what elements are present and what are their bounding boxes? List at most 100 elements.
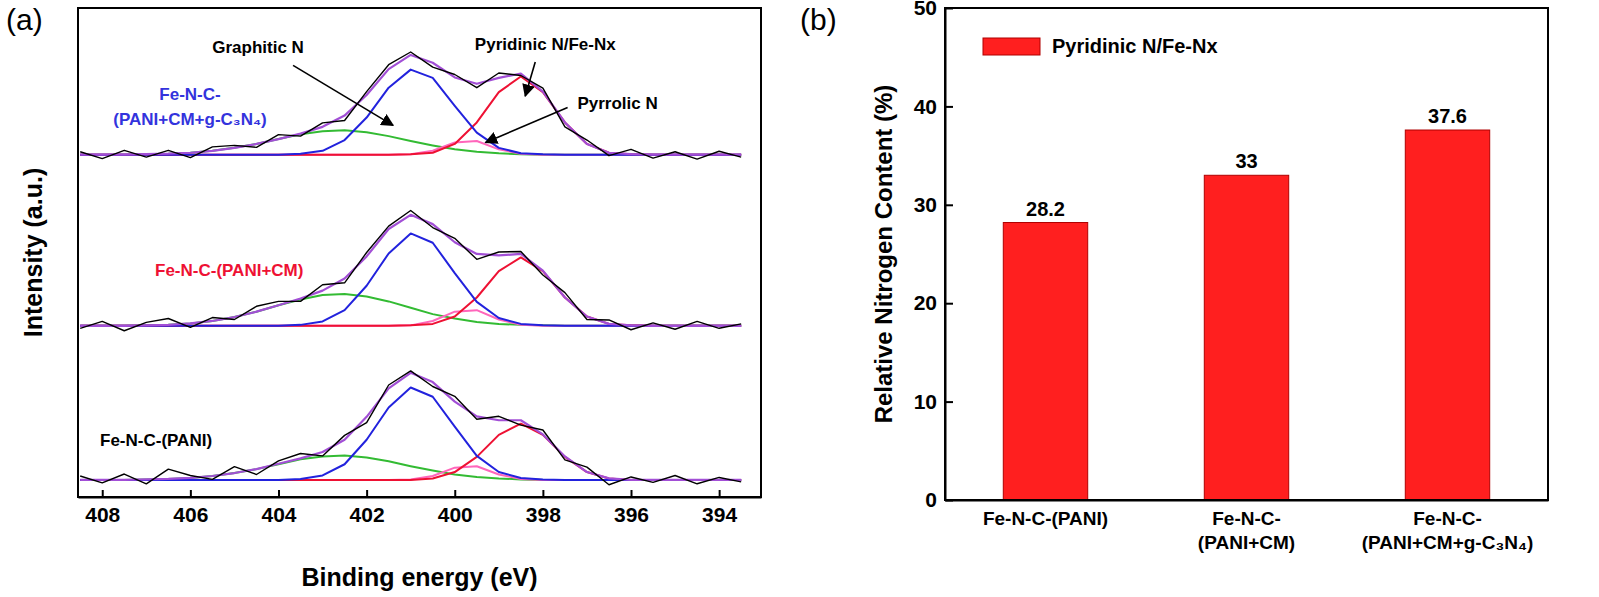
x-tick-mark xyxy=(542,490,544,497)
fit-component xyxy=(80,233,741,325)
x-tick: 406 xyxy=(173,490,208,526)
x-tick-mark xyxy=(719,490,721,497)
y-tick: 40 xyxy=(914,95,953,118)
x-tick-label: 394 xyxy=(702,503,737,526)
x-tick-mark xyxy=(278,490,280,497)
x-tick-label: 400 xyxy=(438,503,473,526)
y-tick-label: 0 xyxy=(925,488,937,511)
x-tick-mark xyxy=(631,490,633,497)
legend-swatch xyxy=(983,38,1040,55)
plot-area xyxy=(80,52,741,485)
x-tick-label: Fe-N-C-(PANI) xyxy=(983,508,1108,529)
text-line: (PANI+CM+g-C₃N₄) xyxy=(1362,532,1534,553)
fit-envelope xyxy=(80,215,741,326)
y-tick-mark xyxy=(945,303,953,305)
fit-component xyxy=(80,424,741,480)
text-line: Fe-N-C- xyxy=(1212,508,1281,529)
text-line: Fe-N-C- xyxy=(1413,508,1482,529)
sample-label: Fe-N-C-(PANI+CM) xyxy=(155,261,303,280)
data-label: 37.6 xyxy=(1428,105,1467,127)
x-tick: 400 xyxy=(438,490,473,526)
text-line: Fe-N-C-(PANI) xyxy=(100,431,212,450)
fit-component xyxy=(80,70,741,155)
raw-spectrum xyxy=(80,52,741,159)
y-axis-title: Relative Nitrogen Content (%) xyxy=(870,85,897,424)
annotation-label: Graphitic N xyxy=(212,38,304,57)
text-line: (PANI+CM) xyxy=(1198,532,1295,553)
x-axis-line xyxy=(79,497,762,499)
fit-component xyxy=(80,387,741,479)
x-tick: 398 xyxy=(526,490,561,526)
x-tick: 402 xyxy=(350,490,385,526)
text-line: Fe-N-C- xyxy=(159,85,220,104)
sample-label: Fe-N-C-(PANI) xyxy=(100,431,212,450)
annotation-arrow xyxy=(486,107,568,142)
x-tick-label: 408 xyxy=(85,503,120,526)
x-axis-title: Binding energy (eV) xyxy=(301,563,537,591)
x-tick-label: 402 xyxy=(350,503,385,526)
fit-component xyxy=(80,455,741,479)
plot-area xyxy=(1003,130,1489,500)
x-tick: 394 xyxy=(702,490,737,526)
bar xyxy=(1405,130,1489,500)
y-tick: 30 xyxy=(914,193,953,216)
raw-spectrum xyxy=(80,210,741,330)
x-axis: Fe-N-C-(PANI) Fe-N-C- (PANI+CM) Fe-N-C- (PAN… xyxy=(946,500,1549,553)
x-tick-label: Fe-N-C- (PANI+CM) xyxy=(1198,508,1295,553)
x-tick-label: 406 xyxy=(173,503,208,526)
y-tick-mark xyxy=(945,401,953,403)
y-axis-title: Intensity (a.u.) xyxy=(19,168,47,337)
sample-label: Fe-N-C- (PANI+CM+g-C₃N₄) xyxy=(113,85,267,129)
x-tick: 408 xyxy=(85,490,120,526)
x-axis-line xyxy=(946,500,1549,502)
x-tick-label: 396 xyxy=(614,503,649,526)
x-tick-mark xyxy=(454,490,456,497)
fit-envelope xyxy=(80,373,741,480)
data-label: 28.2 xyxy=(1026,198,1065,220)
text-line: Fe-N-C-(PANI+CM) xyxy=(155,261,303,280)
plot-frame xyxy=(945,8,1548,500)
y-tick-mark xyxy=(945,8,953,10)
y-tick-mark xyxy=(945,204,953,206)
x-tick: 404 xyxy=(261,490,296,526)
x-axis: 408 406 404 402 400 398 396 394 xyxy=(79,490,762,526)
x-tick-label: Fe-N-C- (PANI+CM+g-C₃N₄) xyxy=(1362,508,1534,553)
data-label: 33 xyxy=(1235,150,1257,172)
panel-label: (b) xyxy=(800,3,837,36)
x-tick-mark xyxy=(102,490,104,497)
y-tick-label: 50 xyxy=(914,0,937,19)
annotation-arrow xyxy=(293,65,393,125)
y-axis-line xyxy=(945,9,947,501)
x-tick: Fe-N-C- (PANI+CM+g-C₃N₄) xyxy=(1362,500,1534,553)
panel-a: Fe-N-C- (PANI+CM+g-C₃N₄) Fe-N-C-(PANI+CM) F… xyxy=(78,8,762,526)
panel-label: (a) xyxy=(6,3,43,36)
x-tick-mark xyxy=(366,490,368,497)
y-tick-label: 30 xyxy=(914,193,937,216)
text-line: (PANI+CM+g-C₃N₄) xyxy=(113,110,267,129)
y-tick-label: 20 xyxy=(914,291,937,314)
x-tick: Fe-N-C- (PANI+CM) xyxy=(1198,500,1295,553)
fit-component xyxy=(80,76,741,154)
y-tick-mark xyxy=(945,106,953,108)
plot-frame xyxy=(78,8,761,497)
x-tick: Fe-N-C-(PANI) xyxy=(983,500,1108,529)
figure: Fe-N-C-(PANI+CM+g-C₃N₄)Fe-N-C-(PANI+CM)F… xyxy=(0,0,1599,597)
text-line: Fe-N-C-(PANI) xyxy=(983,508,1108,529)
bar xyxy=(1003,223,1087,500)
fit-envelope xyxy=(80,55,741,155)
y-tick: 50 xyxy=(914,0,953,19)
panel-b: 28.2 33 37.6 0 10 20 30 40 50 Fe-N-C-(PANI) Fe-N-C… xyxy=(914,0,1549,553)
annotation-label: Pyridinic N/Fe-Nx xyxy=(475,35,616,54)
x-tick-label: 404 xyxy=(261,503,296,526)
annotation-label: Pyrrolic N xyxy=(577,94,657,113)
legend-label: Pyridinic N/Fe-Nx xyxy=(1052,35,1218,57)
y-tick: 10 xyxy=(914,390,953,413)
fit-component xyxy=(80,130,741,154)
bar xyxy=(1204,175,1288,500)
y-axis: 0 10 20 30 40 50 xyxy=(914,0,953,511)
fit-component xyxy=(80,257,741,325)
fit-component xyxy=(80,294,741,326)
annotation-arrow xyxy=(525,62,535,96)
y-tick-label: 40 xyxy=(914,95,937,118)
raw-spectrum xyxy=(80,371,741,485)
